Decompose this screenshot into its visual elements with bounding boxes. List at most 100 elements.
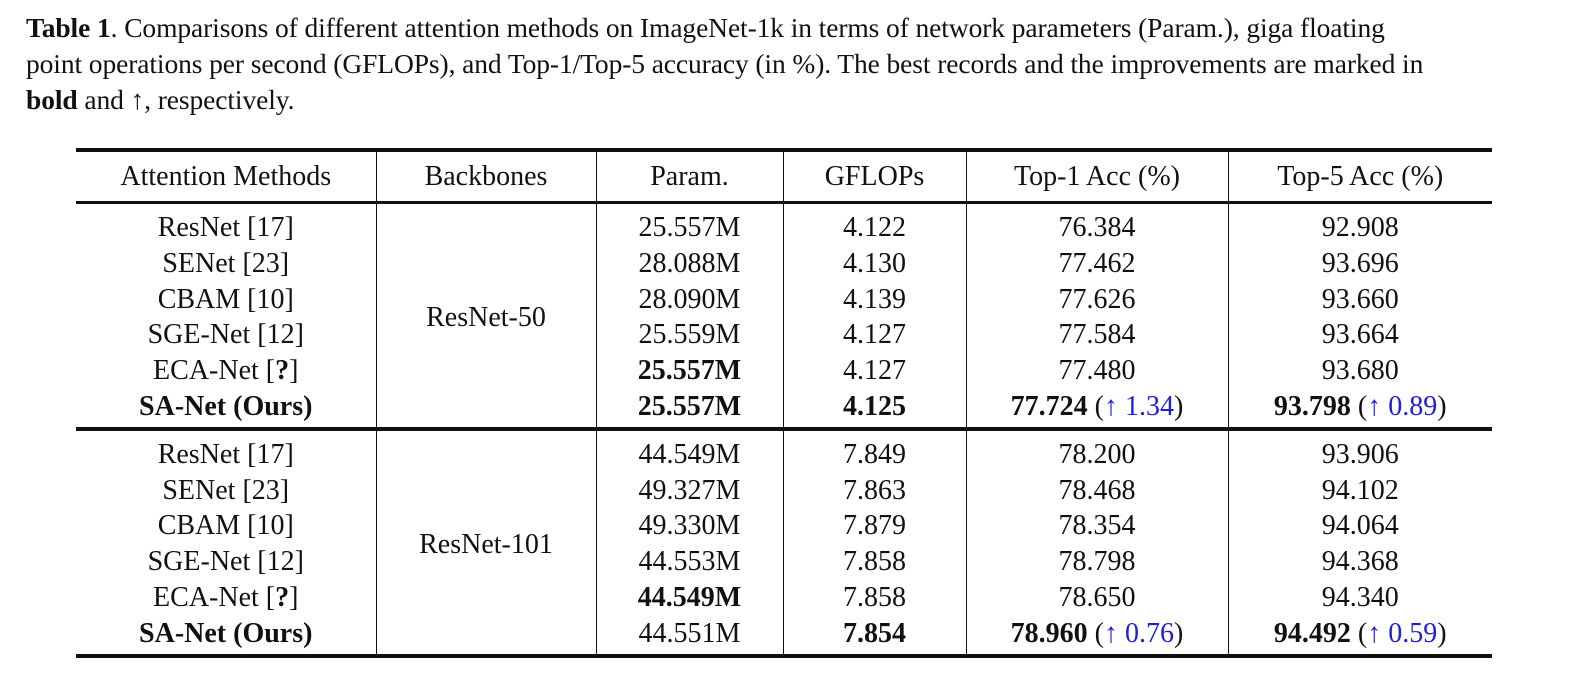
caption-label: Table 1 xyxy=(26,12,111,43)
method-cell: CBAM [10] xyxy=(76,281,377,318)
gflops-cell: 4.139 xyxy=(783,281,967,318)
top1-cell: 77.480 xyxy=(966,353,1229,389)
top1-cell: 77.462 xyxy=(966,245,1229,282)
top1-cell: 78.960 (↑ 0.76) xyxy=(966,615,1229,656)
header-attention-methods: Attention Methods xyxy=(76,150,377,203)
param-cell: 28.090M xyxy=(596,281,784,318)
top1-cell: 77.724 (↑ 1.34) xyxy=(966,388,1229,429)
table-row: SENet [23] 49.327M 7.863 78.468 94.102 xyxy=(76,472,1492,509)
top5-cell: 94.368 xyxy=(1321,546,1399,578)
results-table-container: Attention Methods Backbones Param. GFLOP… xyxy=(76,148,1492,658)
gflops-cell: 7.863 xyxy=(783,472,967,509)
header-row: Attention Methods Backbones Param. GFLOP… xyxy=(76,150,1492,203)
param-cell: 49.330M xyxy=(596,508,784,545)
top1-improvement: ↑ 0.76 xyxy=(1104,617,1174,649)
param-cell: 44.553M xyxy=(596,544,784,580)
top1-cell: 78.200 xyxy=(966,428,1229,473)
param-cell: 25.557M xyxy=(596,202,784,246)
method-cell: SA-Net (Ours) xyxy=(76,615,377,656)
backbone-cell: ResNet-101 xyxy=(376,428,597,656)
header-top5: Top-5 Acc (%) xyxy=(1277,160,1444,192)
top1-cell: 77.626 xyxy=(966,281,1229,318)
param-cell: 44.551M xyxy=(596,615,784,656)
citation-mark: ? xyxy=(275,581,290,613)
method-cell: ResNet [17] xyxy=(76,428,377,473)
method-prefix: ECA-Net [ xyxy=(153,581,276,613)
table-row: CBAM [10] 28.090M 4.139 77.626 93.660 xyxy=(76,281,1492,318)
table-row: ResNet [17] ResNet-101 44.549M 7.849 78.… xyxy=(76,428,1492,656)
citation-mark: ? xyxy=(275,355,290,387)
method-cell: ECA-Net [?] xyxy=(76,353,377,389)
method-cell: SGE-Net [12] xyxy=(76,544,377,580)
top1-cell: 78.650 xyxy=(966,579,1229,616)
table-row: ECA-Net [?] 44.549M 7.858 78.650 94.340 xyxy=(76,579,1492,616)
backbone-cell: ResNet-50 xyxy=(376,202,597,429)
top5-cell: 93.664 xyxy=(1321,319,1399,351)
top5-cell: 94.064 xyxy=(1321,510,1399,542)
top1-value: 77.724 xyxy=(1010,390,1088,422)
gflops-cell: 7.849 xyxy=(783,428,967,473)
gflops-cell: 7.858 xyxy=(783,544,967,580)
group-resnet50: ResNet [17] ResNet-50 25.557M 4.122 76.3… xyxy=(76,202,1492,429)
caption-line3: and ↑, respectively. xyxy=(77,84,295,115)
table-row: SGE-Net [12] 44.553M 7.858 78.798 94.368 xyxy=(76,544,1492,580)
table-row: ECA-Net [?] 25.557M 4.127 77.480 93.680 xyxy=(76,353,1492,389)
table-row: ResNet [17] ResNet-50 25.557M 4.122 76.3… xyxy=(76,202,1492,429)
table-row: CBAM [10] 49.330M 7.879 78.354 94.064 xyxy=(76,508,1492,545)
method-suffix: ] xyxy=(289,581,299,613)
param-cell: 25.559M xyxy=(596,317,784,354)
gflops-cell: 4.130 xyxy=(783,245,967,282)
top1-cell: 78.798 xyxy=(966,544,1229,580)
caption-line1: . Comparisons of different attention met… xyxy=(110,12,1385,43)
group-resnet101: ResNet [17] ResNet-101 44.549M 7.849 78.… xyxy=(76,428,1492,656)
gflops-cell: 4.127 xyxy=(783,353,967,389)
top5-value: 93.798 xyxy=(1273,390,1351,422)
table-row: SA-Net (Ours) 25.557M 4.125 77.724 (↑ 1.… xyxy=(76,388,1492,429)
top5-improvement: ↑ 0.89 xyxy=(1367,390,1438,422)
table-caption: Table 1. Comparisons of different attent… xyxy=(26,10,1554,118)
gflops-cell: 7.858 xyxy=(783,579,967,616)
top5-cell: 93.680 xyxy=(1321,355,1399,387)
top5-cell: 94.102 xyxy=(1321,474,1399,506)
top5-cell: 93.660 xyxy=(1321,283,1399,315)
param-cell: 28.088M xyxy=(596,245,784,282)
method-cell: ResNet [17] xyxy=(76,202,377,246)
top1-improvement: ↑ 1.34 xyxy=(1104,390,1174,422)
method-cell: SENet [23] xyxy=(76,472,377,509)
table-row: SA-Net (Ours) 44.551M 7.854 78.960 (↑ 0.… xyxy=(76,615,1492,656)
method-prefix: ECA-Net [ xyxy=(153,355,276,387)
table-row: SENet [23] 28.088M 4.130 77.462 93.696 xyxy=(76,245,1492,282)
method-cell: SGE-Net [12] xyxy=(76,317,377,354)
table-header: Attention Methods Backbones Param. GFLOP… xyxy=(76,150,1492,203)
gflops-cell: 7.879 xyxy=(783,508,967,545)
top1-cell: 76.384 xyxy=(966,202,1229,246)
method-cell: ECA-Net [?] xyxy=(76,579,377,616)
header-param: Param. xyxy=(596,150,784,203)
header-gflops: GFLOPs xyxy=(783,150,967,203)
param-cell: 25.557M xyxy=(596,388,784,429)
top5-cell: 93.696 xyxy=(1321,247,1399,279)
gflops-cell: 4.122 xyxy=(783,202,967,246)
top1-cell: 77.584 xyxy=(966,317,1229,354)
caption-line2: point operations per second (GFLOPs), an… xyxy=(26,48,1424,79)
caption-bold-word: bold xyxy=(26,84,78,115)
top1-cell: 78.468 xyxy=(966,472,1229,509)
top5-cell: 94.492 (↑ 0.59) xyxy=(1273,617,1447,649)
method-cell: CBAM [10] xyxy=(76,508,377,545)
top5-cell: 93.798 (↑ 0.89) xyxy=(1273,390,1447,422)
top5-cell: 93.906 xyxy=(1321,438,1399,470)
param-cell: 44.549M xyxy=(596,579,784,616)
method-cell: SA-Net (Ours) xyxy=(76,388,377,429)
param-cell: 49.327M xyxy=(596,472,784,509)
gflops-cell: 4.125 xyxy=(783,388,967,429)
method-suffix: ] xyxy=(289,355,299,387)
method-cell: SENet [23] xyxy=(76,245,377,282)
top5-cell: 92.908 xyxy=(1321,212,1399,243)
header-backbones: Backbones xyxy=(376,150,597,203)
top1-value: 78.960 xyxy=(1010,617,1088,649)
results-table: Attention Methods Backbones Param. GFLOP… xyxy=(76,148,1492,658)
gflops-cell: 7.854 xyxy=(783,615,967,656)
table-row: SGE-Net [12] 25.559M 4.127 77.584 93.664 xyxy=(76,317,1492,354)
top5-value: 94.492 xyxy=(1273,617,1351,649)
gflops-cell: 4.127 xyxy=(783,317,967,354)
